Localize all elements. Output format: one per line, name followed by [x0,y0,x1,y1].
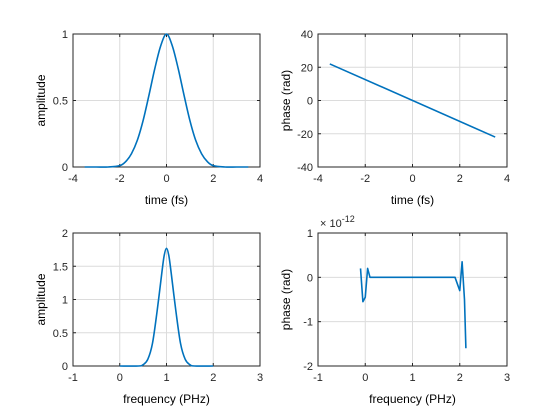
x-axis-label: frequency (PHz) [123,392,210,406]
series-line-0 [119,247,214,367]
x-tick-label: -1 [68,372,78,384]
y-tick-label: -20 [297,129,313,141]
series-line-0 [84,33,249,168]
y-tick-label: 1 [62,295,68,307]
x-tick-label: 0 [362,372,368,384]
y-axis-label: phase (rad) [279,269,293,330]
y-tick-label: 2 [62,228,68,240]
x-tick-label: 1 [163,372,169,384]
y-axis-label: amplitude [34,273,48,325]
x-tick-label: 4 [504,173,510,185]
x-tick-label: 2 [210,173,216,185]
y-tick-label: 0 [62,162,68,174]
y-tick-label: 1 [62,29,68,41]
x-axis-label: time (fs) [391,193,434,207]
y-tick-label: 0.5 [53,328,68,340]
y-tick-label: 1.5 [53,261,68,273]
x-axis-label: frequency (PHz) [369,392,456,406]
subplot-time-amplitude: -4 -2 0 2 4 0 0.5 1 time (fs) amplitude [34,29,263,207]
y-tick-label: 0 [62,361,68,373]
x-tick-label: 0 [163,173,169,185]
y-axis-exponent-label: × 10-12 [320,214,355,230]
y-tick-label: 0.5 [53,96,68,108]
x-tick-label: -4 [68,173,78,185]
x-tick-label: -4 [313,173,323,185]
x-tick-label: -1 [313,372,323,384]
y-tick-label: 40 [301,29,313,41]
y-tick-label: 0 [307,96,313,108]
y-tick-label: 1 [307,228,313,240]
x-tick-label: 0 [409,173,415,185]
x-tick-label: -2 [115,173,125,185]
x-tick-label: 3 [257,372,263,384]
y-axis-label: phase (rad) [279,70,293,131]
x-tick-label: 0 [117,372,123,384]
y-tick-label: 0 [307,272,313,284]
y-tick-label: -1 [303,317,313,329]
y-axis-label: amplitude [34,74,48,126]
x-tick-label: 4 [257,173,263,185]
series-line-0 [359,261,467,349]
x-axis-label: time (fs) [145,193,188,207]
series-line-0 [329,63,496,138]
x-tick-label: 2 [210,372,216,384]
y-tick-label: -2 [303,361,313,373]
x-tick-label: -2 [360,173,370,185]
x-tick-label: 2 [457,372,463,384]
y-tick-label: -40 [297,162,313,174]
x-tick-label: 3 [504,372,510,384]
x-tick-label: 1 [409,372,415,384]
y-tick-label: 20 [301,62,313,74]
x-tick-label: 2 [457,173,463,185]
